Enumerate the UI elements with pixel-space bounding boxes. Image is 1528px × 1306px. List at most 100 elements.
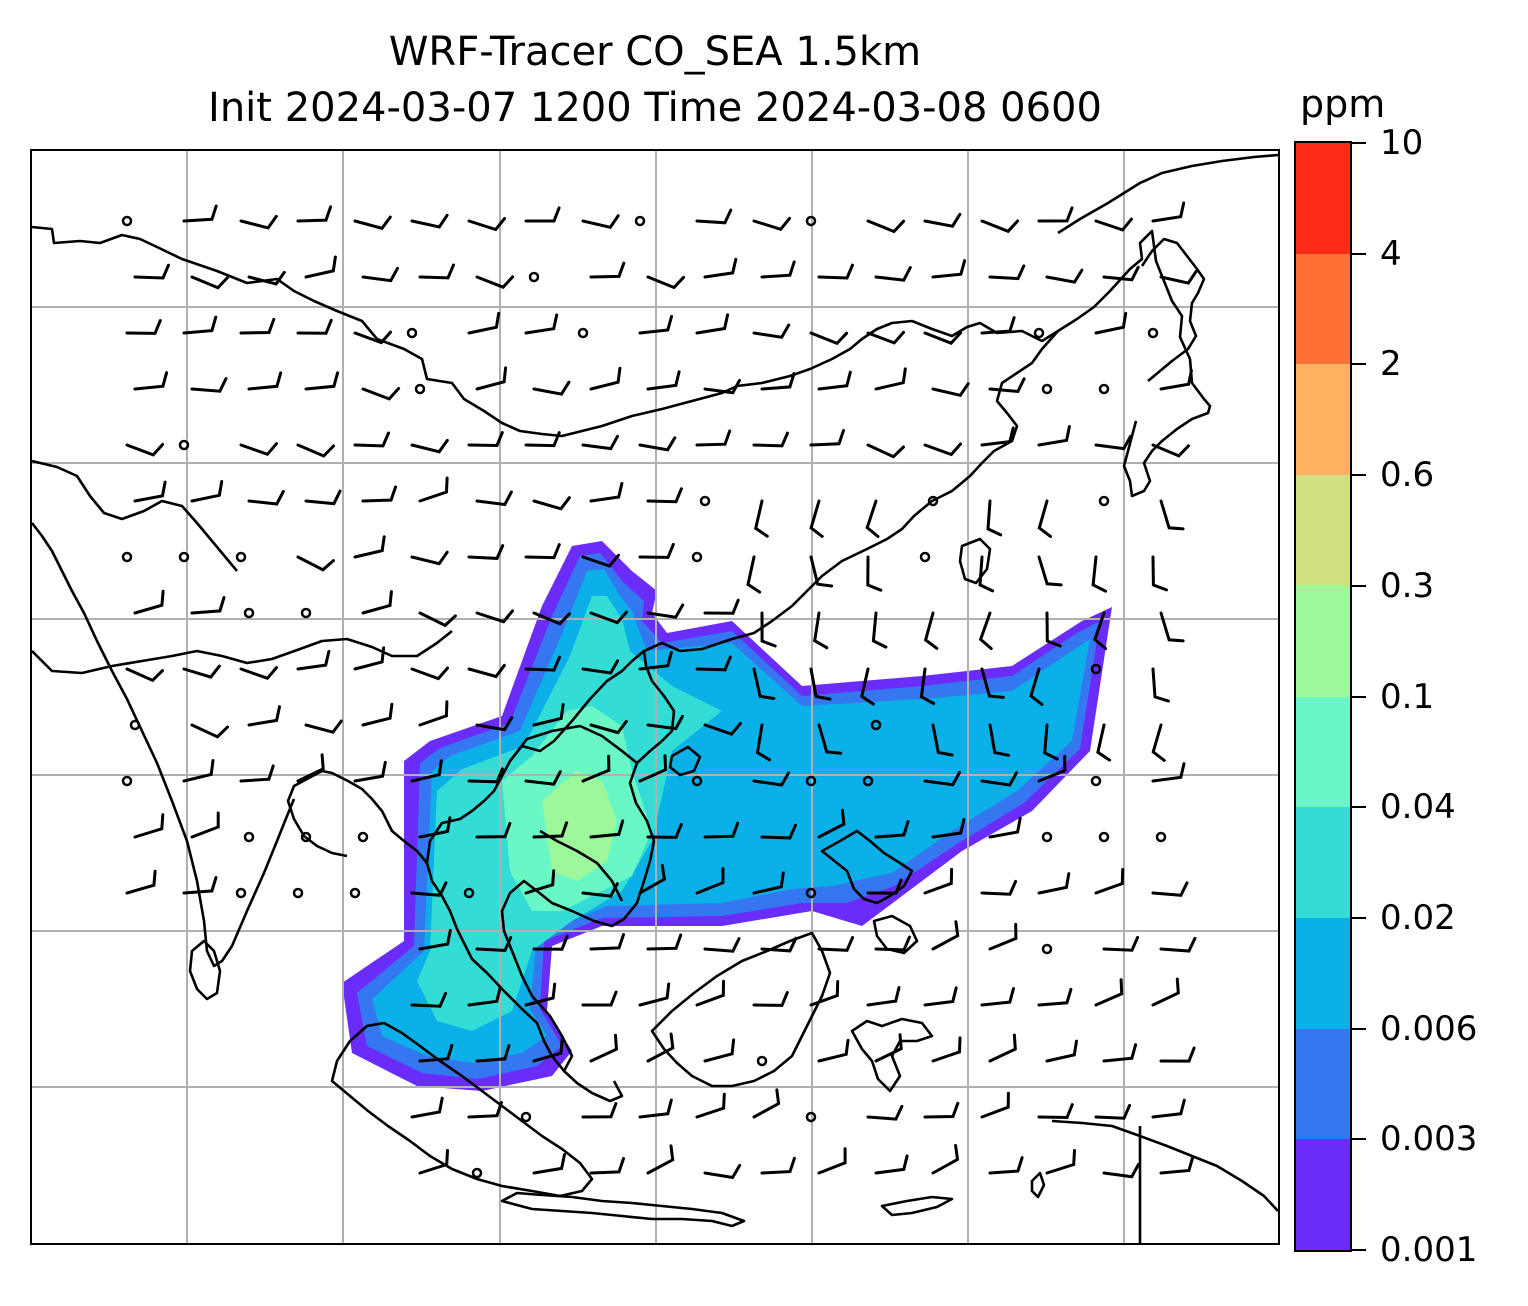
- calm-wind-marker: [870, 719, 882, 731]
- wind-barb: [133, 263, 170, 280]
- wind-barb: [646, 1032, 675, 1063]
- wind-barb: [1151, 1098, 1186, 1119]
- colorbar-segment: [1296, 253, 1350, 365]
- wind-barb: [986, 499, 1003, 537]
- wind-barb: [182, 876, 218, 895]
- wind-barb: [646, 1144, 675, 1175]
- wind-barb: [988, 1033, 1017, 1063]
- wind-barb: [410, 438, 449, 454]
- wind-barb: [410, 881, 448, 897]
- wind-barb: [467, 311, 501, 335]
- wind-barb: [1093, 611, 1108, 650]
- wind-barb: [752, 667, 776, 700]
- wind-barb: [809, 667, 832, 701]
- colorbar-tick: [1352, 142, 1366, 144]
- wind-barb: [1159, 270, 1198, 285]
- wind-barb: [760, 260, 796, 279]
- wind-barb: [418, 1149, 449, 1175]
- calm-wind-marker: [756, 1055, 768, 1067]
- wind-barb: [1029, 667, 1044, 706]
- wind-barb: [1151, 667, 1170, 703]
- wind-barb: [695, 313, 730, 335]
- coast-small-island: [1030, 1171, 1046, 1199]
- wind-barb: [874, 820, 910, 839]
- wind-barb: [760, 823, 797, 840]
- wind-barb: [239, 764, 275, 783]
- calm-wind-marker: [1033, 327, 1045, 339]
- calm-wind-marker: [528, 271, 540, 283]
- wind-barb: [752, 871, 785, 895]
- wind-barb: [638, 436, 677, 452]
- wind-barb: [589, 933, 625, 951]
- wind-barb: [760, 936, 798, 953]
- calm-wind-marker: [691, 775, 703, 787]
- wind-barb: [931, 817, 966, 839]
- coast-india-nw: [32, 459, 238, 572]
- wind-barb: [1045, 1149, 1076, 1175]
- colorbar-tick: [1352, 695, 1366, 698]
- calm-wind-marker: [235, 551, 247, 563]
- wind-barb: [304, 719, 343, 734]
- wind-barb: [923, 771, 961, 787]
- wind-barb: [1151, 977, 1180, 1007]
- calm-wind-marker: [805, 775, 817, 787]
- wind-barb: [532, 611, 571, 626]
- wind-barb: [410, 759, 443, 783]
- wind-barb: [589, 719, 628, 735]
- wind-barb: [475, 936, 513, 952]
- wind-barb: [988, 816, 1022, 839]
- wind-barb: [410, 550, 449, 566]
- wind-barb: [190, 480, 224, 503]
- wind-barb: [874, 935, 911, 952]
- wind-barb: [755, 723, 771, 762]
- wind-barb: [923, 212, 962, 228]
- calm-wind-marker: [243, 831, 255, 843]
- colorbar-segment: [1296, 917, 1350, 1029]
- wind-barb: [475, 1044, 511, 1063]
- wind-barb: [475, 821, 512, 839]
- wind-barb: [703, 378, 741, 395]
- wind-barb: [1159, 499, 1185, 531]
- wind-barb: [182, 664, 221, 679]
- calm-wind-marker: [805, 215, 817, 227]
- wind-barb: [760, 372, 796, 391]
- wind-barb: [638, 542, 675, 559]
- calm-wind-marker: [927, 495, 939, 507]
- wind-barb: [646, 714, 684, 731]
- wind-barb: [809, 331, 849, 346]
- colorbar-segment: [1296, 696, 1350, 808]
- wind-barb: [467, 986, 502, 1007]
- wind-barb: [133, 371, 169, 391]
- wind-barb: [532, 1153, 566, 1175]
- calm-wind-marker: [1147, 327, 1159, 339]
- wind-barb: [524, 431, 561, 448]
- wind-barb: [467, 217, 506, 232]
- wind-barb: [813, 611, 829, 650]
- wind-barb: [190, 377, 228, 393]
- colorbar-segment: [1296, 585, 1350, 697]
- coast-malay-peninsula: [563, 1070, 624, 1103]
- wind-barb: [418, 1043, 454, 1063]
- wind-barb: [860, 667, 875, 706]
- wind-barb: [703, 257, 738, 279]
- wind-barb: [1159, 1046, 1196, 1063]
- colorbar-tick: [1352, 363, 1366, 366]
- wind-barb: [532, 821, 569, 839]
- wind-barb: [638, 754, 668, 783]
- coast-myanmar-bay: [286, 769, 428, 864]
- wind-barb: [1159, 936, 1197, 953]
- colorbar-tick-label: 4: [1380, 233, 1402, 274]
- calm-wind-marker: [520, 1111, 532, 1123]
- wind-barb: [581, 553, 620, 568]
- colorbar-segment: [1296, 1028, 1350, 1140]
- calm-wind-marker: [357, 831, 369, 843]
- wind-barb: [931, 259, 967, 279]
- coast-new-guinea: [1051, 1119, 1278, 1243]
- wind-barb: [923, 442, 962, 457]
- wind-barb: [638, 863, 667, 895]
- wind-barb: [988, 1156, 1024, 1175]
- map-canvas: [32, 151, 1278, 1243]
- calm-wind-marker: [471, 1167, 483, 1179]
- wind-barb: [1151, 443, 1190, 458]
- calm-wind-marker: [805, 887, 817, 899]
